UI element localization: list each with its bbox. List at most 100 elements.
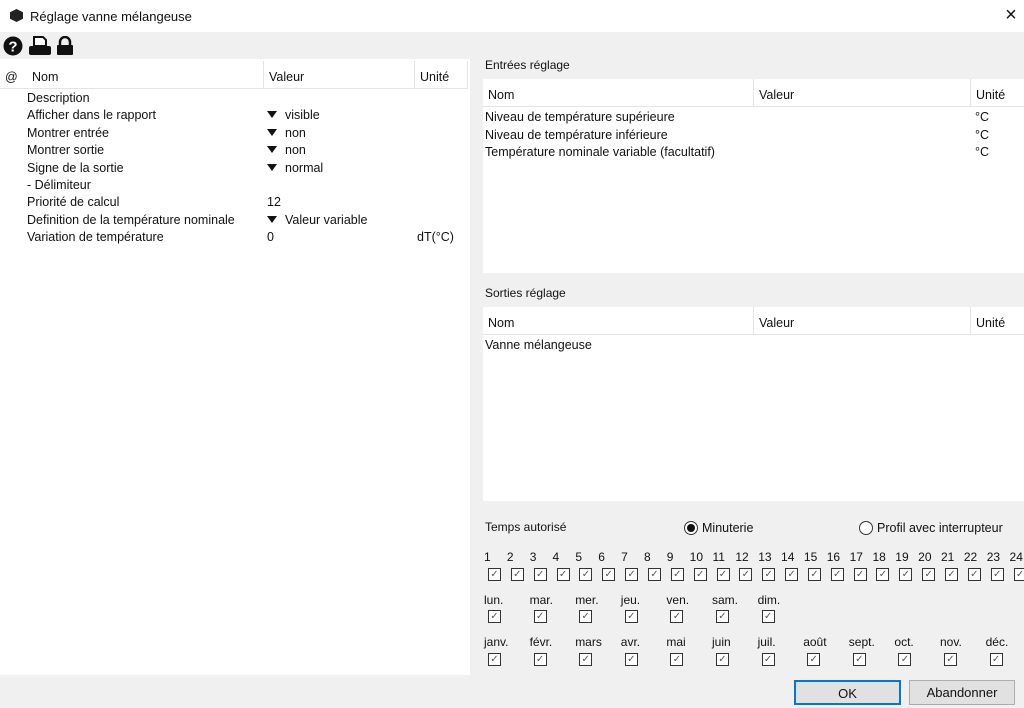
month-checkbox[interactable]: ✓ <box>716 653 729 666</box>
hour-label: 1 <box>484 550 491 564</box>
day-checkbox[interactable]: ✓ <box>533 610 547 623</box>
hour-checkbox[interactable]: ✓ <box>579 568 593 581</box>
hour-label: 5 <box>575 550 583 564</box>
hour-checkbox[interactable]: ✓ <box>945 568 958 581</box>
inputs-row-name[interactable]: Niveau de température supérieure <box>485 110 675 124</box>
hour-checkbox[interactable]: ✓ <box>602 568 616 581</box>
cancel-button[interactable]: Abandonner <box>909 680 1015 705</box>
header-at[interactable]: @ <box>5 70 18 84</box>
param-name: Montrer entrée <box>27 125 109 140</box>
inputs-table: Nom Valeur Unité Niveau de température s… <box>483 79 1024 273</box>
param-name: Signe de la sortie <box>27 160 124 175</box>
month-label: mars <box>575 635 602 649</box>
hour-label: 3 <box>529 550 537 564</box>
day-checkbox[interactable]: ✓ <box>579 610 593 623</box>
parameters-panel: @ Nom Valeur Unité Description Afficher d… <box>0 59 470 675</box>
hour-label: 23 <box>986 550 1001 564</box>
month-label: déc. <box>985 635 1009 649</box>
outputs-header-name[interactable]: Nom <box>483 307 754 335</box>
param-unit: dT(°C) <box>417 230 454 245</box>
dropdown-arrow-icon[interactable] <box>267 146 277 154</box>
hour-checkbox[interactable]: ✓ <box>876 568 890 581</box>
hour-checkbox[interactable]: ✓ <box>647 568 661 581</box>
hour-checkbox[interactable]: ✓ <box>716 568 730 581</box>
hour-checkbox[interactable]: ✓ <box>739 568 753 581</box>
inputs-row-unit: °C <box>975 145 990 159</box>
month-checkbox[interactable]: ✓ <box>488 653 501 666</box>
hour-label: 9 <box>666 550 674 564</box>
outputs-row-name[interactable]: Vanne mélangeuse <box>485 338 592 352</box>
dropdown-arrow-icon[interactable] <box>267 215 277 223</box>
month-checkbox[interactable]: ✓ <box>852 653 866 666</box>
hour-label: 18 <box>872 550 886 564</box>
hour-checkbox[interactable]: ✓ <box>899 568 913 581</box>
hour-checkbox[interactable]: ✓ <box>853 568 867 581</box>
close-icon[interactable]: × <box>1005 4 1017 26</box>
radio-icon[interactable] <box>859 521 873 535</box>
dropdown-arrow-icon[interactable] <box>267 128 277 136</box>
hour-checkbox[interactable]: ✓ <box>488 568 501 581</box>
hour-checkbox[interactable]: ✓ <box>670 568 684 581</box>
month-checkbox[interactable]: ✓ <box>989 653 1003 666</box>
hour-checkbox[interactable]: ✓ <box>967 568 981 581</box>
param-value-text: non <box>285 125 306 140</box>
parameters-header: @ Nom Valeur Unité <box>0 61 468 89</box>
hour-checkbox[interactable]: ✓ <box>785 568 799 581</box>
month-checkbox[interactable]: ✓ <box>624 653 638 666</box>
param-value-dropdown[interactable]: Valeur variable <box>267 212 367 229</box>
param-name: Montrer sortie <box>27 143 105 158</box>
hour-checkbox[interactable]: ✓ <box>762 568 776 581</box>
dropdown-arrow-icon[interactable] <box>267 111 277 119</box>
month-checkbox[interactable]: ✓ <box>761 653 775 666</box>
help-icon[interactable]: ? <box>3 36 23 56</box>
month-checkbox[interactable]: ✓ <box>670 653 684 666</box>
param-value-text: Valeur variable <box>285 212 368 227</box>
month-checkbox[interactable]: ✓ <box>533 653 547 666</box>
mode-profil[interactable]: Profil avec interrupteur <box>859 521 1003 535</box>
month-checkbox[interactable]: ✓ <box>944 653 957 666</box>
hour-checkbox[interactable]: ✓ <box>625 568 639 581</box>
header-unit[interactable]: Unité <box>415 61 468 89</box>
day-checkbox[interactable]: ✓ <box>716 610 729 623</box>
mode-minuterie[interactable]: Minuterie <box>684 521 753 535</box>
hour-checkbox[interactable]: ✓ <box>556 568 570 581</box>
outputs-header-value[interactable]: Valeur <box>754 307 971 335</box>
dropdown-arrow-icon[interactable] <box>267 163 277 171</box>
inputs-header-value[interactable]: Valeur <box>754 79 971 107</box>
hour-checkbox[interactable]: ✓ <box>693 568 707 581</box>
param-value-text: visible <box>285 108 320 123</box>
hour-checkbox[interactable]: ✓ <box>533 568 547 581</box>
hour-checkbox[interactable]: ✓ <box>807 568 821 581</box>
inputs-row-name[interactable]: Niveau de température inférieure <box>485 127 668 142</box>
inputs-header-name[interactable]: Nom <box>483 79 754 107</box>
param-value-dropdown[interactable]: visible <box>267 107 320 124</box>
radio-icon[interactable] <box>684 521 698 535</box>
day-checkbox[interactable]: ✓ <box>670 610 684 623</box>
param-value-dropdown[interactable]: normal <box>267 160 323 177</box>
param-name: Description <box>27 91 90 105</box>
hour-label: 22 <box>963 550 978 564</box>
month-checkbox[interactable]: ✓ <box>579 653 593 666</box>
day-checkbox[interactable]: ✓ <box>624 610 638 623</box>
inputs-header-unit[interactable]: Unité <box>971 79 1024 107</box>
month-checkbox[interactable]: ✓ <box>807 653 821 666</box>
header-name[interactable]: Nom <box>27 61 264 89</box>
print-icon[interactable] <box>28 36 52 56</box>
day-checkbox[interactable]: ✓ <box>488 610 501 623</box>
outputs-header-unit[interactable]: Unité <box>971 307 1024 335</box>
ok-button[interactable]: OK <box>794 680 901 705</box>
hour-checkbox[interactable]: ✓ <box>1013 568 1024 581</box>
param-name: Variation de température <box>27 230 164 245</box>
param-value-dropdown[interactable]: non <box>267 142 306 159</box>
month-checkbox[interactable]: ✓ <box>898 653 912 666</box>
day-checkbox[interactable]: ✓ <box>761 610 775 623</box>
param-value-dropdown[interactable]: non <box>267 125 306 142</box>
header-value[interactable]: Valeur <box>264 61 415 89</box>
day-label: mar. <box>529 593 553 607</box>
hour-checkbox[interactable]: ✓ <box>830 568 844 581</box>
lock-icon[interactable] <box>56 36 74 56</box>
hour-checkbox[interactable]: ✓ <box>510 568 524 581</box>
hour-checkbox[interactable]: ✓ <box>990 568 1004 581</box>
inputs-row-name[interactable]: Température nominale variable (facultati… <box>485 145 715 159</box>
hour-checkbox[interactable]: ✓ <box>922 568 936 581</box>
